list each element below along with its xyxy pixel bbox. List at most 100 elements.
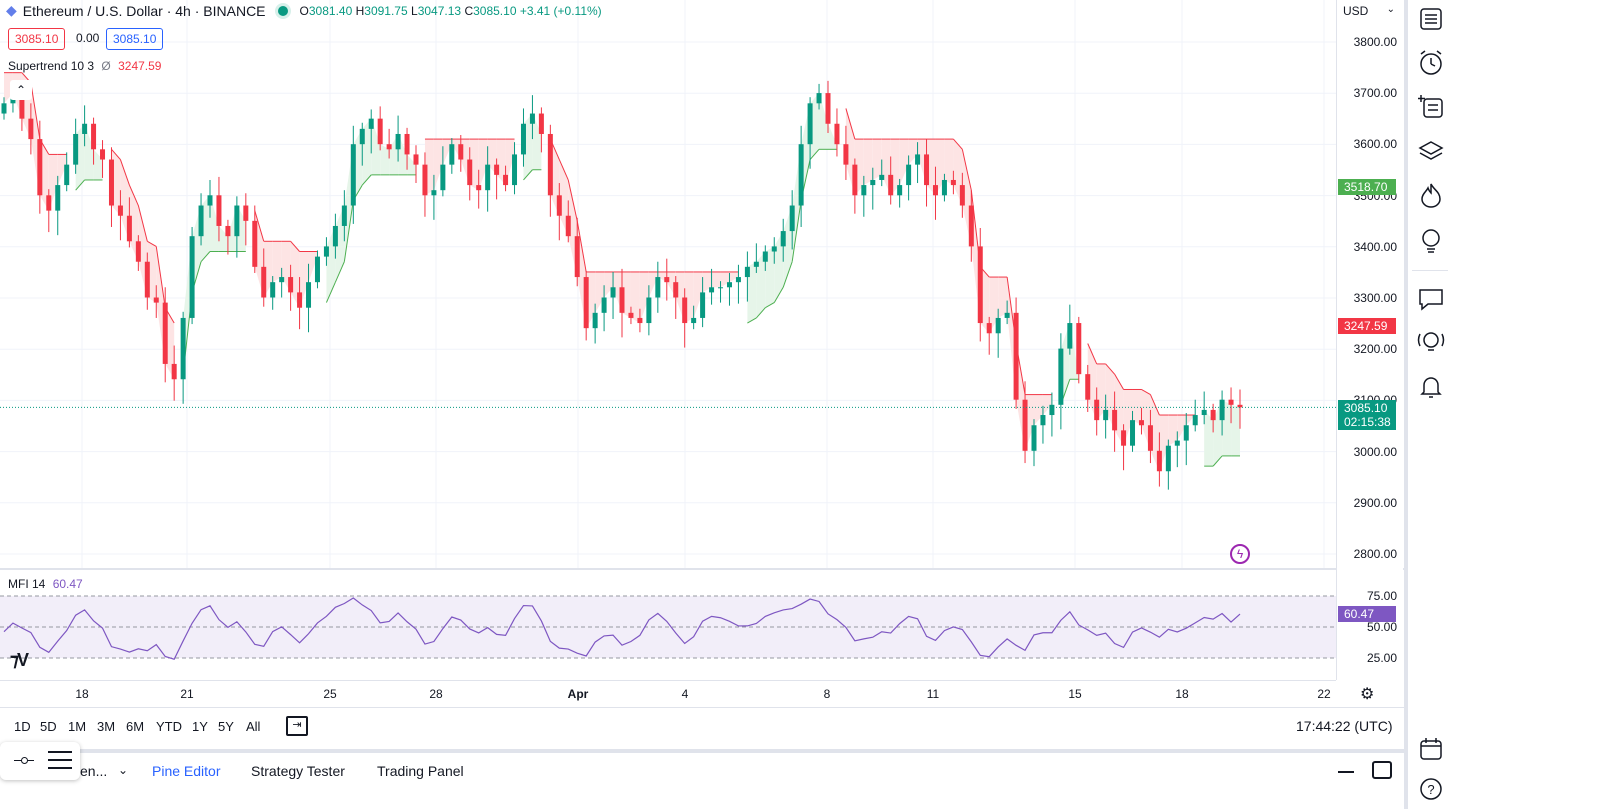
mfi-legend[interactable]: MFI 14 60.47 <box>8 577 83 591</box>
candle-body <box>950 179 956 186</box>
range-button-1d[interactable]: 1D <box>14 719 31 734</box>
candle-body <box>225 225 231 237</box>
layers-icon[interactable] <box>1416 136 1446 166</box>
range-button-1m[interactable]: 1M <box>68 719 87 734</box>
watchlist-icon[interactable] <box>1416 4 1446 34</box>
candle-body <box>297 292 303 308</box>
help-icon[interactable]: ? <box>1416 774 1446 804</box>
candle-body <box>144 261 150 298</box>
candle-body <box>180 317 186 380</box>
candle-body <box>843 144 849 165</box>
candle-body <box>207 195 213 206</box>
supertrend-fill <box>210 195 219 252</box>
candle-body <box>359 128 365 145</box>
candle-body <box>306 282 312 308</box>
tradingview-logo-icon[interactable]: ⁊V <box>10 650 29 670</box>
ethereum-icon: ◆ <box>6 2 17 18</box>
alert-icon[interactable] <box>1416 48 1446 78</box>
price-axis-label: 3400.00 <box>1353 239 1397 254</box>
pane-separator[interactable] <box>0 568 1404 570</box>
maximize-icon[interactable] <box>1372 761 1392 779</box>
candle-body <box>82 123 88 134</box>
candle-body <box>216 195 222 226</box>
hotlist-icon[interactable] <box>1416 180 1446 210</box>
candle-body <box>825 93 831 124</box>
candle-body <box>171 363 177 380</box>
candle-body <box>1219 399 1225 421</box>
buy-price-button[interactable]: 3085.10 <box>106 28 164 50</box>
symbol-title[interactable]: Ethereum / U.S. Dollar · 4h · BINANCE <box>22 2 266 19</box>
supertrend-line <box>343 200 354 262</box>
candle-body <box>1192 415 1198 426</box>
candle-body <box>37 139 43 196</box>
ideas-icon[interactable] <box>1416 226 1446 256</box>
add-list-icon[interactable] <box>1416 92 1446 122</box>
range-button-5d[interactable]: 5D <box>40 719 57 734</box>
candle-body <box>64 164 70 186</box>
supertrend-line <box>290 240 300 252</box>
streams-icon[interactable] <box>1416 328 1446 358</box>
calendar-icon[interactable] <box>1416 734 1446 764</box>
candle-body <box>520 123 526 155</box>
candle-body <box>1210 409 1216 421</box>
candle-body <box>503 174 509 186</box>
collapse-legend-button[interactable]: ⌃ <box>10 80 32 100</box>
candle-body <box>431 190 437 196</box>
notifications-icon[interactable] <box>1416 372 1446 402</box>
drawing-toolbar-toggle[interactable] <box>0 742 80 780</box>
ohlc-values: O3081.40 H3091.75 L3047.13 C3085.10 +3.4… <box>299 3 602 18</box>
market-status-icon <box>277 5 288 16</box>
candle-body <box>852 164 858 196</box>
minimize-icon[interactable] <box>1338 771 1354 773</box>
time-axis-tick: 22 <box>1317 687 1331 701</box>
candle-body <box>628 312 634 318</box>
supertrend-fill <box>1042 394 1052 416</box>
sell-price-button[interactable]: 3085.10 <box>8 28 66 50</box>
mfi-canvas[interactable] <box>0 570 1336 678</box>
candle-body <box>323 246 329 257</box>
date-range-icon[interactable]: ⇥ <box>286 716 308 736</box>
mfi-pane[interactable] <box>0 570 1336 678</box>
tab-strategy-tester[interactable]: Strategy Tester <box>251 763 345 779</box>
tab-pine-editor[interactable]: Pine Editor <box>152 763 221 779</box>
utc-clock[interactable]: 17:44:22 (UTC) <box>1296 718 1393 734</box>
candle-body <box>870 179 876 186</box>
chat-icon[interactable] <box>1416 284 1446 314</box>
candle-body <box>377 118 383 145</box>
tab-screener[interactable]: en... <box>80 763 108 779</box>
candle-body <box>1156 450 1162 472</box>
supertrend-fill <box>819 93 828 150</box>
price-axis-label: 2800.00 <box>1353 547 1397 561</box>
range-button-5y[interactable]: 5Y <box>218 719 234 734</box>
candle-body <box>494 164 500 175</box>
price-chart-canvas[interactable] <box>0 0 1336 568</box>
candle-body <box>368 118 374 129</box>
price-axis[interactable]: USD ⌄ 3800.00 3700.00 3600.00 3500.00 3400.00… <box>1336 0 1403 680</box>
range-button-6m[interactable]: 6M <box>126 719 145 734</box>
supertrend-line <box>200 251 211 263</box>
bolt-icon[interactable]: ϟ <box>1230 544 1250 564</box>
range-button-1y[interactable]: 1Y <box>192 719 208 734</box>
supertrend-line <box>1114 373 1124 390</box>
candle-body <box>977 246 983 324</box>
candle-body <box>413 154 419 165</box>
time-axis[interactable]: 18 21 25 28 Apr 4 8 11 15 18 22 <box>0 680 1336 707</box>
range-button-all[interactable]: All <box>246 719 261 734</box>
candle-body <box>126 215 132 242</box>
candle-body <box>243 205 249 221</box>
supertrend-fill <box>863 139 873 186</box>
chevron-down-icon[interactable]: ⌄ <box>118 763 129 777</box>
candle-body <box>1049 404 1055 416</box>
currency-selector[interactable]: USD ⌄ <box>1343 4 1395 18</box>
range-button-ytd[interactable]: YTD <box>156 719 182 734</box>
range-button-3m[interactable]: 3M <box>97 719 116 734</box>
tab-trading-panel[interactable]: Trading Panel <box>377 763 464 779</box>
candle-body <box>512 154 518 186</box>
panel-tabs: en... ⌄ Pine Editor Strategy Tester Trad… <box>0 749 1404 793</box>
price-chart[interactable] <box>0 0 1336 568</box>
candle-body <box>1058 348 1064 405</box>
candle-body <box>1112 409 1118 431</box>
supertrend-legend[interactable]: Supertrend 10 3 Ø 3247.59 <box>8 59 162 73</box>
chart-settings-icon[interactable]: ⚙ <box>1360 686 1375 703</box>
supertrend-fill <box>433 139 443 191</box>
